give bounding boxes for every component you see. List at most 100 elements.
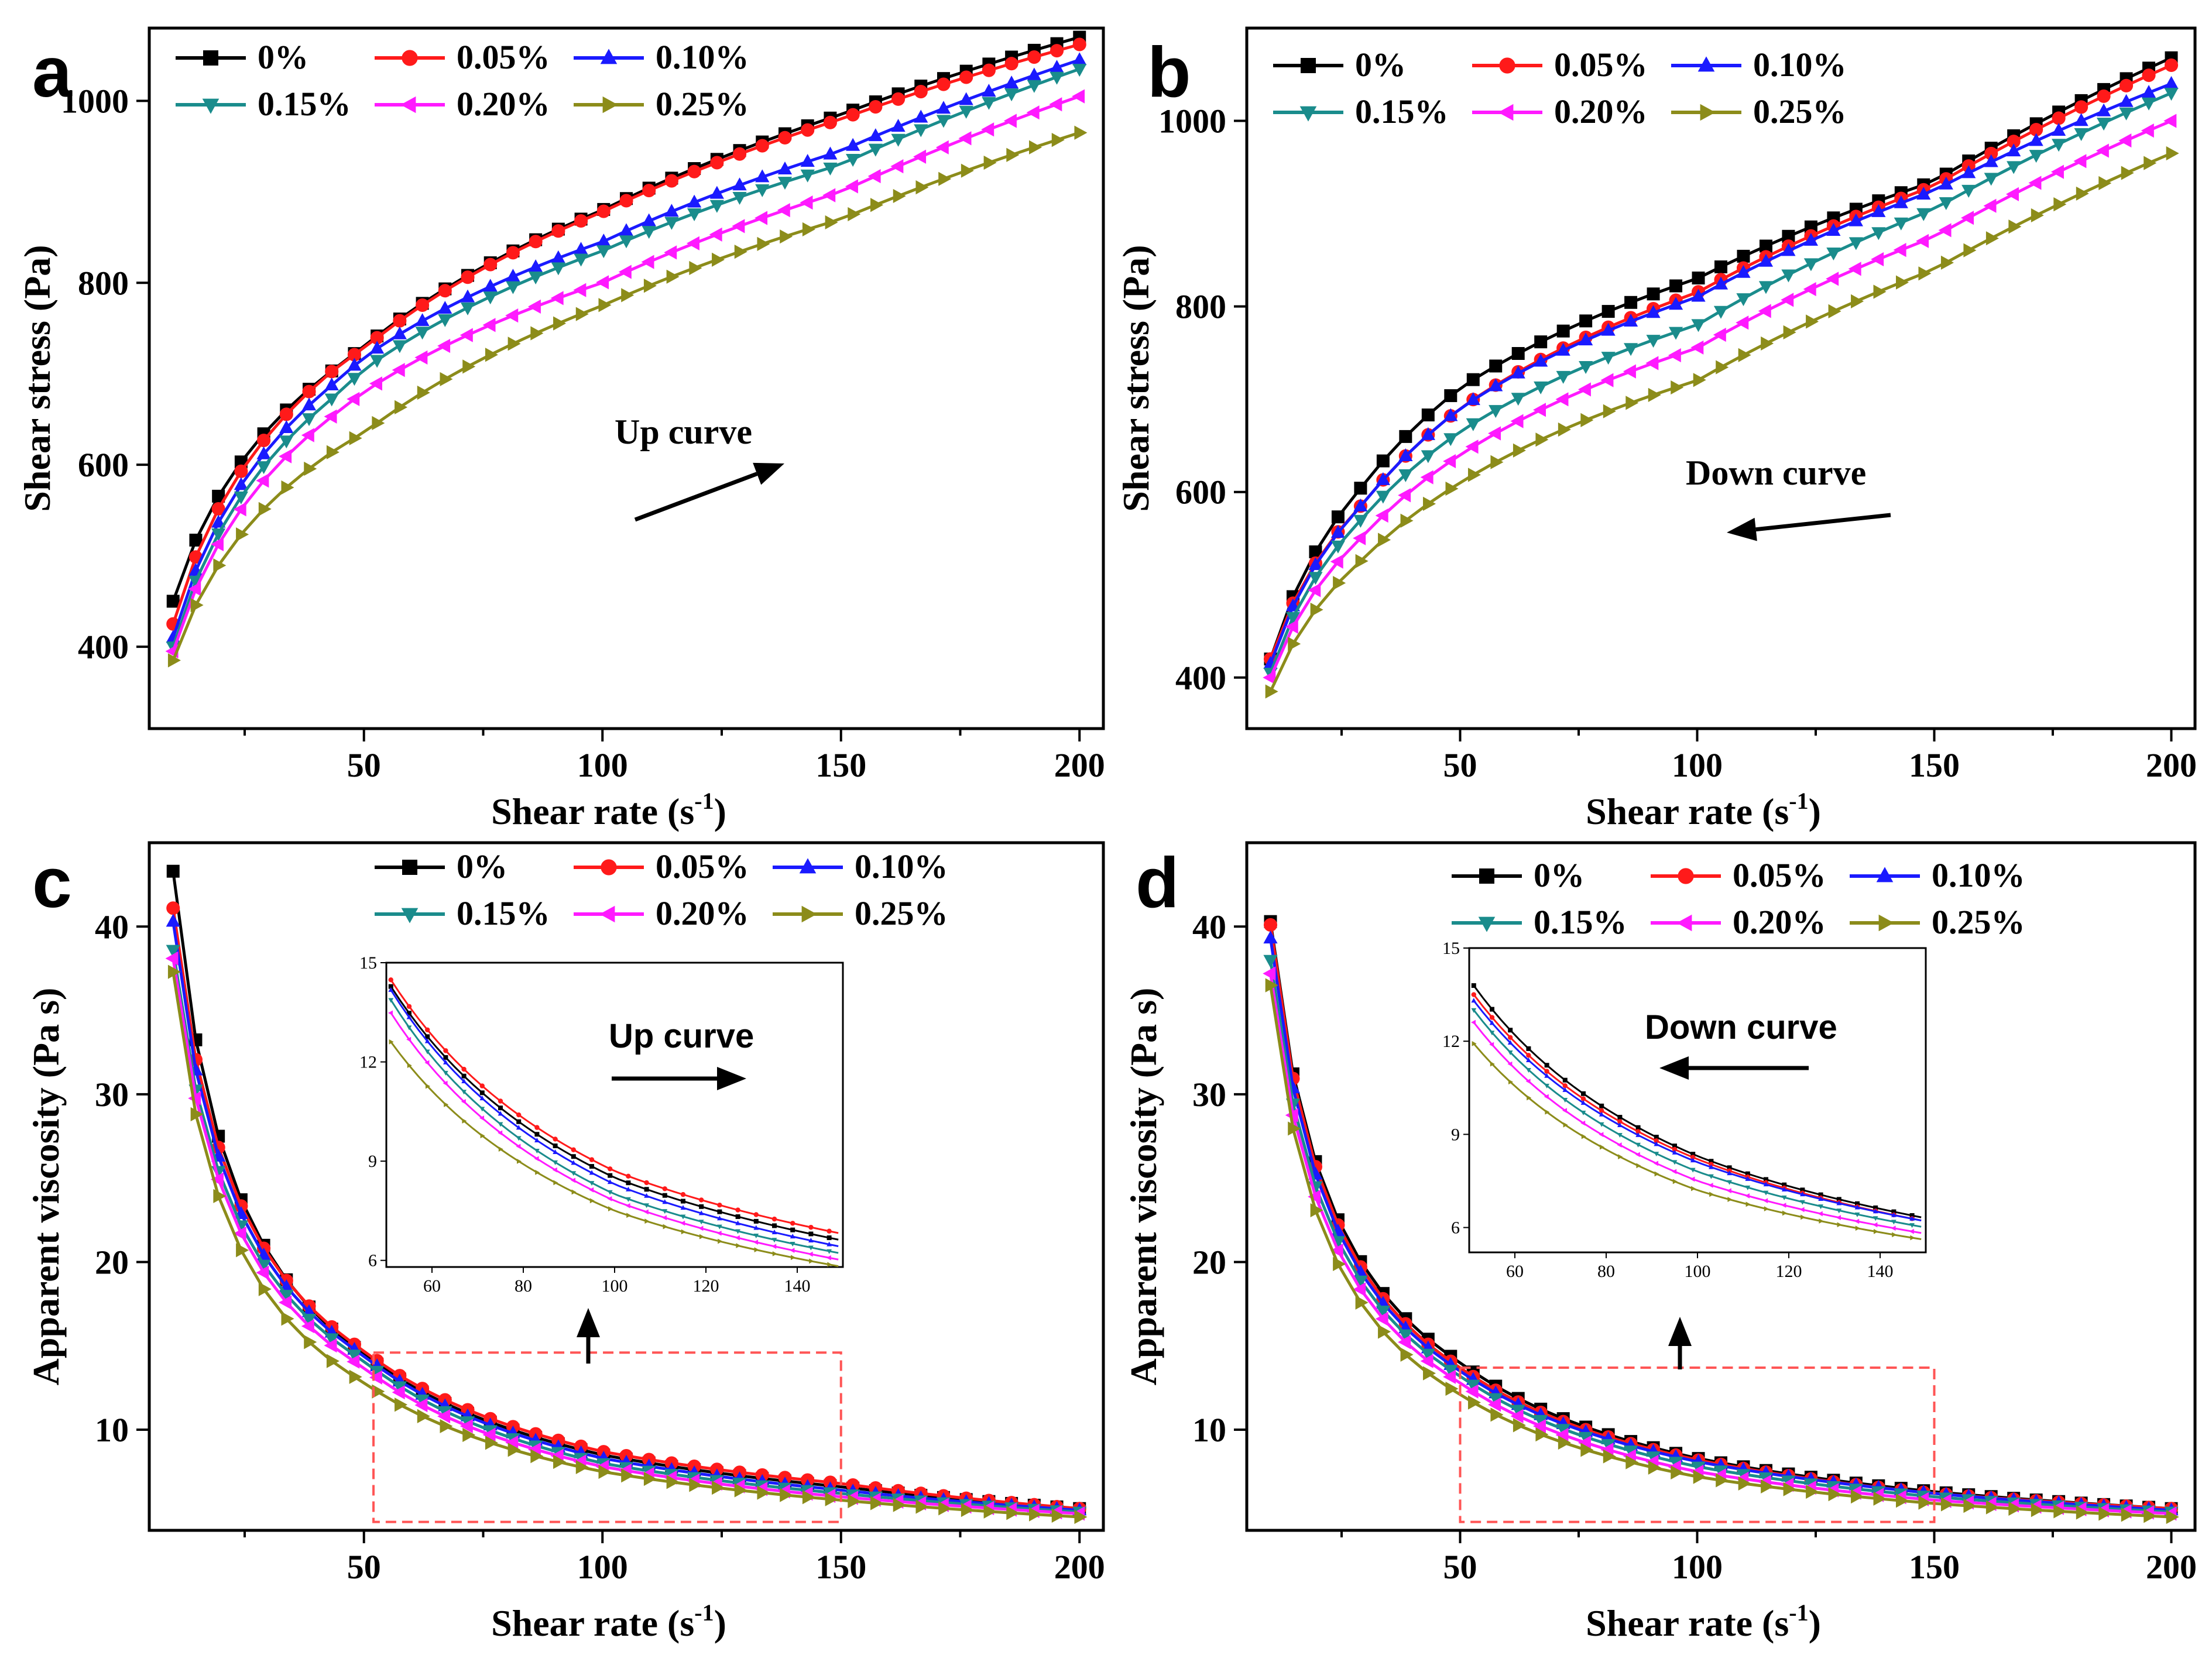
data-point — [1806, 314, 1819, 329]
inset-data-point — [1526, 1067, 1531, 1073]
inset-data-point — [479, 1090, 485, 1096]
data-point — [349, 431, 362, 445]
legend-label: 0% — [258, 38, 308, 76]
y-tick-label: 10 — [95, 1411, 129, 1449]
inset-data-point — [426, 1083, 430, 1089]
data-point — [1669, 279, 1683, 293]
data-point — [890, 159, 904, 174]
inset-data-point — [443, 1048, 448, 1053]
legend-entry: 0.25% — [1671, 92, 1847, 131]
x-tick-label: 150 — [1909, 1548, 1960, 1586]
inset-data-point — [1763, 1198, 1768, 1204]
data-point — [416, 298, 430, 313]
inset-data-point — [424, 1049, 430, 1055]
legend-swatch-marker — [799, 858, 817, 874]
inset-data-point — [1836, 1197, 1841, 1202]
inset-data-point — [662, 1193, 667, 1198]
legend-entry: 0.10% — [1671, 46, 1847, 84]
inset-data-point — [443, 1070, 448, 1076]
data-point — [1421, 408, 1435, 422]
data-point — [1400, 1347, 1414, 1362]
data-point — [1691, 289, 1706, 302]
data-point — [483, 257, 498, 272]
data-point — [1984, 154, 1998, 167]
data-point — [166, 901, 180, 915]
data-point — [732, 177, 747, 191]
inset-data-point — [771, 1238, 777, 1243]
inset-data-point — [1654, 1141, 1659, 1146]
inset-series-line — [1473, 1022, 1922, 1234]
legend-label: 0.10% — [656, 38, 749, 76]
data-point — [482, 1427, 496, 1442]
data-point — [1375, 508, 1388, 523]
inset-data-point — [388, 977, 393, 983]
legend-swatch-marker — [1301, 58, 1316, 73]
data-point — [2005, 187, 2019, 201]
y-tick-label: 30 — [1192, 1076, 1226, 1114]
inset-data-point — [1709, 1164, 1714, 1169]
data-point — [347, 392, 360, 406]
data-point — [1353, 1275, 1368, 1289]
inset-data-point — [1854, 1204, 1860, 1210]
inset-data-point — [827, 1262, 832, 1268]
data-point — [780, 1488, 793, 1502]
legend-entry: 0.05% — [1651, 856, 1826, 894]
inset-data-point — [1618, 1154, 1623, 1160]
inset-data-point — [607, 1196, 612, 1201]
data-point — [1511, 347, 1525, 360]
data-point — [1984, 146, 1998, 160]
inset-data-point — [1892, 1232, 1897, 1238]
series-line — [172, 871, 1080, 1510]
data-point — [1489, 405, 1503, 418]
data-point — [846, 108, 860, 122]
data-point — [166, 945, 180, 958]
inset-data-point — [1781, 1195, 1787, 1200]
inset-series-0_15pct — [1471, 1008, 1922, 1228]
data-point — [1285, 619, 1298, 634]
data-point — [2029, 133, 2043, 146]
data-point — [914, 109, 928, 123]
data-point — [370, 341, 385, 354]
data-point — [1580, 1443, 1594, 1457]
inset-data-point — [753, 1225, 759, 1230]
inset-data-point — [589, 1198, 595, 1204]
data-point — [1916, 234, 1929, 248]
data-point — [279, 1290, 294, 1303]
data-point — [1758, 281, 1774, 294]
data-point — [236, 527, 249, 542]
data-point — [210, 537, 224, 552]
data-point — [1355, 1295, 1369, 1310]
data-point — [1398, 488, 1411, 503]
data-point — [369, 376, 382, 391]
inset-data-point — [1837, 1222, 1842, 1228]
data-point — [596, 245, 611, 259]
inset-series-0_10pct — [1471, 998, 1922, 1221]
data-point — [938, 171, 952, 186]
data-point — [778, 131, 792, 145]
data-point — [1736, 293, 1751, 307]
data-point — [1072, 64, 1087, 77]
data-point — [846, 138, 860, 151]
direction-arrow-head — [1727, 517, 1757, 541]
inset-data-point — [534, 1149, 540, 1154]
data-point — [1510, 414, 1524, 428]
data-point — [734, 1483, 747, 1498]
data-point — [2164, 58, 2179, 72]
data-point — [2029, 123, 2043, 137]
inset-data-point — [716, 1230, 722, 1236]
data-point — [1330, 554, 1343, 569]
data-point — [1826, 222, 1841, 236]
inset-data-point — [1874, 1229, 1878, 1234]
data-point — [687, 194, 702, 208]
inset-data-point — [681, 1229, 686, 1235]
x-tick-label: 100 — [1672, 1548, 1723, 1586]
data-point — [1029, 1507, 1042, 1522]
data-point — [506, 269, 520, 282]
inset-data-point — [1580, 1096, 1586, 1101]
legend-label: 0.05% — [457, 38, 550, 76]
inset-data-point — [479, 1107, 485, 1112]
legend-label: 0% — [1534, 856, 1585, 894]
inset-data-point — [1507, 1061, 1513, 1067]
data-point — [1603, 404, 1616, 418]
